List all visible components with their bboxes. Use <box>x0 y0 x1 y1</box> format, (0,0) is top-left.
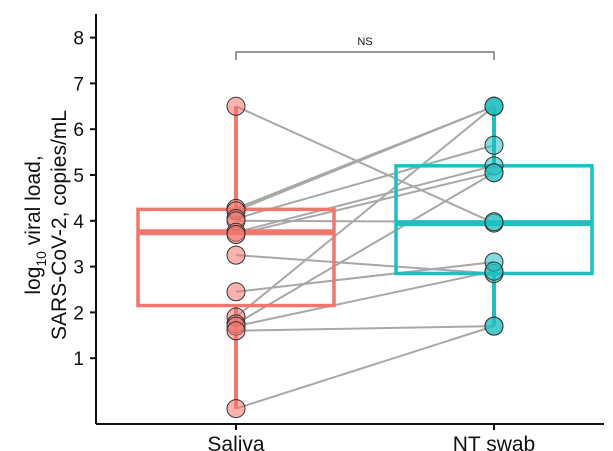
y-tick-label: 2 <box>73 303 84 324</box>
pair-line <box>235 270 495 328</box>
significance-bracket <box>235 51 495 60</box>
y-tick-label: 5 <box>73 166 84 187</box>
data-point-saliva <box>226 282 246 302</box>
data-point-saliva <box>226 321 246 341</box>
svg-text:log10 viral load,: log10 viral load, <box>22 155 49 294</box>
y-tick-label: 7 <box>73 74 84 95</box>
data-point-saliva <box>226 225 246 245</box>
pair-line <box>235 144 495 220</box>
y-tick-label: 1 <box>73 349 84 370</box>
data-point-nt-swab <box>484 212 504 232</box>
pair-line <box>235 105 495 318</box>
data-point-saliva <box>226 96 246 116</box>
pair-line <box>235 105 495 225</box>
pair-line <box>235 171 495 236</box>
data-point-saliva <box>226 399 246 419</box>
data-point-saliva <box>226 245 246 265</box>
y-axis-label-prefix: log <box>22 267 45 295</box>
y-tick-label: 8 <box>73 29 84 50</box>
y-tick-label: 4 <box>73 212 84 233</box>
pair-line <box>235 164 495 234</box>
significance-label: NS <box>357 36 372 48</box>
pair-line <box>235 171 495 325</box>
pair-line <box>235 261 495 293</box>
pair-line <box>235 254 495 275</box>
data-point-nt-swab <box>484 163 504 183</box>
y-axis-label-line2: SARS-CoV-2, copies/mL <box>48 110 71 340</box>
pair-line <box>235 105 495 212</box>
y-axis-label-subscript: 10 <box>33 251 49 267</box>
pair-line <box>235 325 495 332</box>
y-tick-label: 6 <box>73 120 84 141</box>
data-point-nt-swab <box>484 261 504 281</box>
y-axis-label: log10 viral load, SARS-CoV-2, copies/mL <box>22 110 71 340</box>
x-tick-label: NT swab <box>453 433 535 451</box>
data-point-nt-swab <box>484 316 504 336</box>
data-point-nt-swab <box>484 135 504 155</box>
y-tick-label: 3 <box>73 258 84 279</box>
x-tick-label: Saliva <box>207 433 265 451</box>
data-point-nt-swab <box>484 96 504 116</box>
y-axis-label-rest: viral load, <box>22 155 45 251</box>
pair-line <box>235 325 495 410</box>
